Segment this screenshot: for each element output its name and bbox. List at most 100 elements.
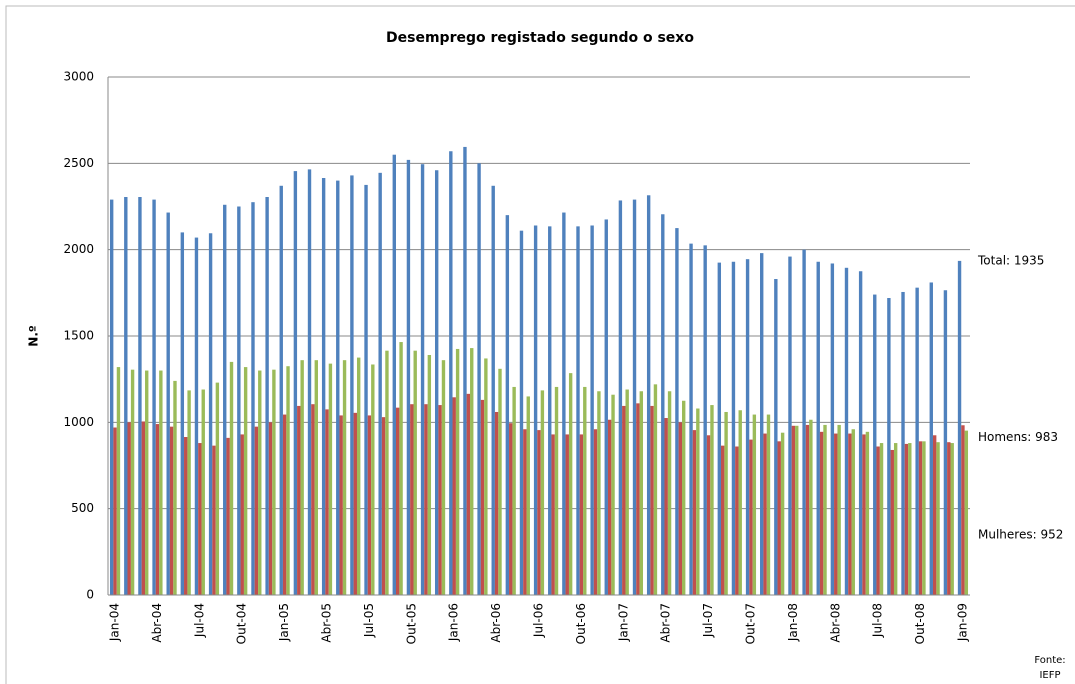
bar	[774, 279, 778, 595]
bar	[749, 439, 753, 595]
bar	[819, 431, 824, 595]
bar	[223, 204, 227, 596]
bar	[434, 170, 439, 596]
bar	[809, 419, 813, 595]
bar	[229, 361, 234, 595]
bar	[286, 366, 290, 595]
bar	[470, 348, 474, 595]
bar	[484, 358, 488, 595]
bar	[540, 390, 545, 595]
bar	[198, 443, 202, 595]
x-tick-label: Jan-04	[108, 603, 122, 642]
bar	[311, 404, 315, 595]
x-tick-label: Jul-04	[192, 603, 206, 638]
bar	[505, 215, 510, 595]
bar	[763, 433, 767, 595]
bar	[127, 422, 131, 595]
bar	[823, 424, 827, 595]
bar	[562, 212, 566, 595]
bar	[109, 199, 114, 596]
bar	[297, 405, 301, 595]
bar	[735, 446, 739, 595]
bar	[463, 146, 467, 595]
bar	[777, 441, 781, 595]
bar	[166, 212, 170, 595]
bar	[353, 412, 357, 595]
bar	[254, 426, 259, 595]
bar	[568, 373, 573, 595]
x-tick-label: Abr-06	[489, 603, 503, 643]
bar	[113, 427, 117, 595]
bar	[622, 405, 626, 595]
bar	[805, 424, 810, 595]
bar	[194, 237, 199, 595]
x-tick-label: Abr-07	[659, 603, 673, 643]
bar	[452, 397, 456, 595]
bar	[583, 386, 587, 595]
bar	[929, 282, 933, 595]
bar	[731, 261, 736, 595]
bar	[816, 261, 820, 595]
bar	[268, 422, 273, 595]
x-tick-label: Jul-08	[871, 603, 885, 638]
bar	[342, 360, 347, 595]
bar	[392, 154, 396, 595]
bar	[706, 435, 711, 595]
bar	[314, 360, 318, 595]
bar	[862, 434, 866, 595]
bar	[548, 226, 552, 595]
bar	[537, 430, 541, 595]
bar	[678, 422, 683, 595]
bar	[858, 271, 863, 595]
bar	[717, 262, 722, 595]
bar	[964, 430, 969, 595]
bar	[918, 441, 923, 595]
bar	[350, 175, 354, 596]
bar	[721, 445, 725, 595]
bar	[180, 232, 185, 595]
bar	[915, 287, 919, 595]
bar	[936, 442, 940, 595]
bar	[438, 405, 442, 595]
bar	[441, 360, 446, 595]
chart-border	[5, 5, 1075, 684]
bar	[766, 414, 771, 595]
bar	[696, 408, 700, 595]
bar	[378, 172, 382, 595]
bar	[675, 228, 679, 596]
chart-title: Desemprego registado segundo o sexo	[386, 30, 694, 46]
bar	[943, 290, 948, 595]
bar	[710, 405, 714, 595]
bar	[533, 225, 538, 595]
bar	[385, 350, 389, 595]
bar	[251, 202, 255, 595]
bar	[427, 354, 432, 595]
bar	[791, 425, 796, 595]
bar	[455, 348, 460, 595]
bar	[752, 414, 757, 595]
bar	[830, 263, 835, 595]
bar	[237, 206, 241, 595]
bar	[590, 225, 594, 595]
x-tick-label: Abr-05	[320, 603, 334, 643]
bar	[265, 197, 269, 595]
bar	[155, 424, 160, 595]
source: IEFP	[1039, 670, 1060, 681]
bar	[632, 199, 637, 596]
bar	[477, 163, 481, 596]
bar	[890, 449, 894, 595]
bar	[646, 195, 651, 595]
bar	[371, 364, 375, 595]
bar	[491, 185, 495, 595]
bar	[604, 219, 608, 595]
source: Fonte:	[1034, 655, 1065, 666]
bar	[788, 256, 792, 595]
bar	[152, 199, 156, 596]
bar	[240, 434, 244, 595]
bar	[834, 433, 838, 595]
bar	[738, 410, 742, 595]
bar	[138, 197, 142, 595]
x-tick-label: Jan-08	[786, 603, 800, 642]
bar	[466, 393, 471, 595]
bar	[480, 399, 485, 595]
